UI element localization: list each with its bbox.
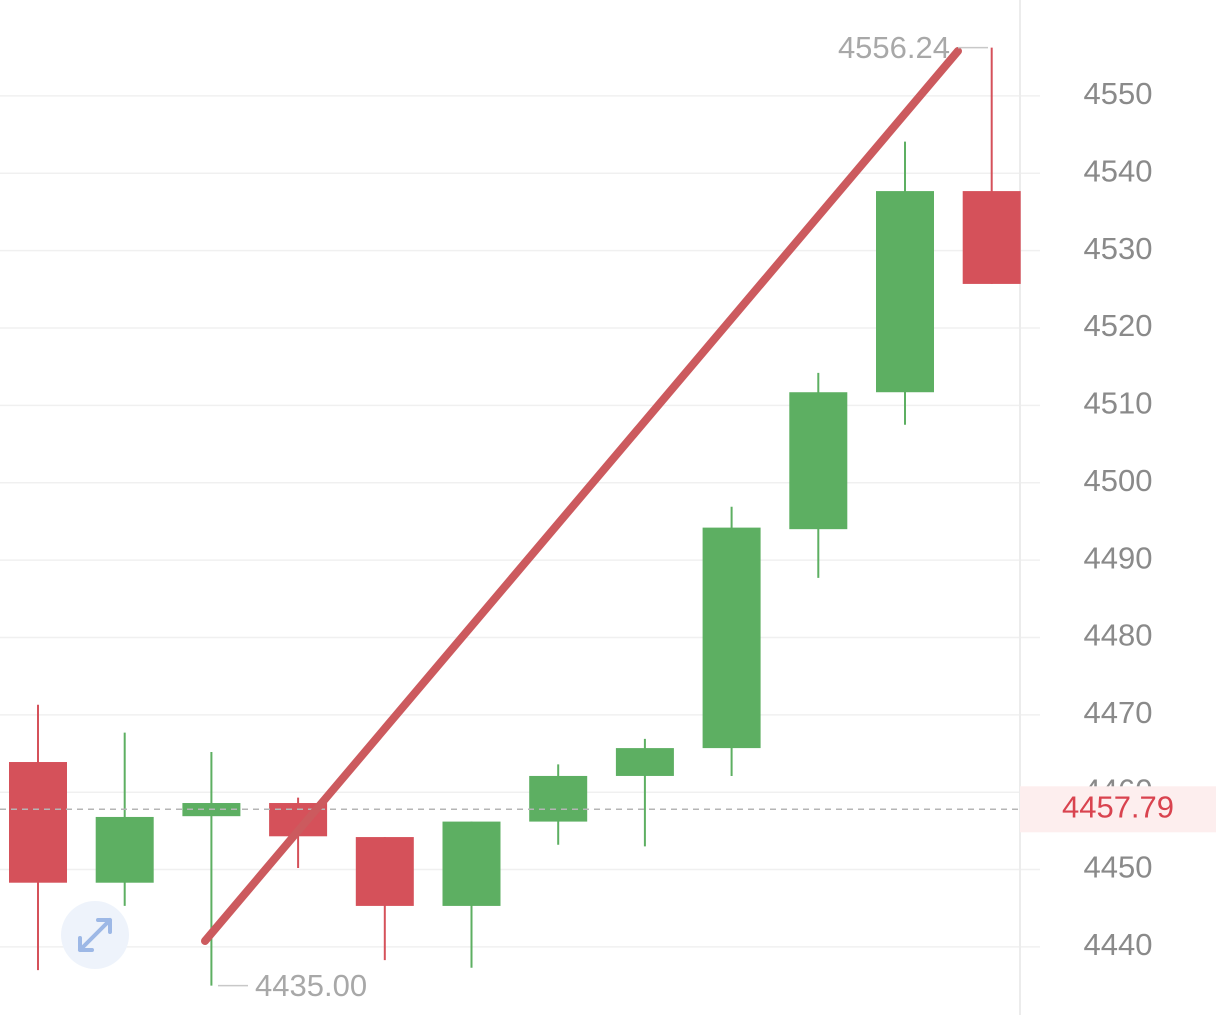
candle-body xyxy=(876,191,934,393)
candle-body xyxy=(9,762,67,883)
y-tick-label: 4550 xyxy=(1084,76,1153,111)
candle-body xyxy=(962,191,1021,284)
y-tick-label: 4500 xyxy=(1084,463,1153,498)
min-marker-label: 4435.00 xyxy=(255,968,367,1003)
expand-button[interactable] xyxy=(61,901,129,969)
y-tick-label: 4510 xyxy=(1084,386,1153,421)
candle-body xyxy=(615,748,674,776)
y-tick-label: 4490 xyxy=(1084,540,1153,575)
y-tick-label: 4520 xyxy=(1084,308,1153,343)
candle-body xyxy=(95,816,154,883)
candle-body xyxy=(355,837,414,906)
y-tick-label: 4530 xyxy=(1084,231,1153,266)
candles xyxy=(0,47,1021,986)
labels: 4440445044604470448044904500451045204530… xyxy=(218,30,1216,1003)
candle-body xyxy=(442,821,501,906)
max-marker-label: 4556.24 xyxy=(838,30,950,65)
candle-body xyxy=(789,392,848,530)
y-tick-label: 4450 xyxy=(1084,850,1153,885)
expand-icon[interactable] xyxy=(78,918,112,952)
trend-line-drawing xyxy=(201,47,962,945)
y-tick-label: 4480 xyxy=(1084,618,1153,653)
y-tick-label: 4540 xyxy=(1084,153,1153,188)
candle-body xyxy=(529,775,588,822)
last-price-bg xyxy=(1020,786,1216,833)
y-tick-label: 4440 xyxy=(1084,927,1153,962)
y-tick-label: 4470 xyxy=(1084,695,1153,730)
grid xyxy=(0,95,1040,948)
last-price-label: 4457.79 xyxy=(1062,789,1174,824)
candle-body xyxy=(702,527,761,749)
